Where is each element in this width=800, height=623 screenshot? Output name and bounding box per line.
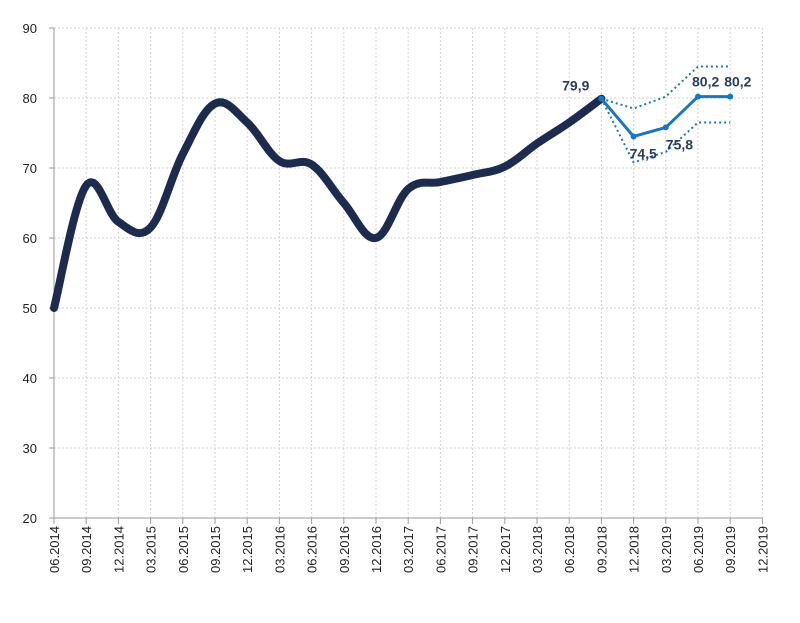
data-label: 74,5 — [630, 146, 657, 162]
forecast-point — [727, 93, 734, 100]
x-tick-label: 03.2017 — [401, 526, 416, 573]
x-tick-label: 12.2019 — [755, 526, 770, 573]
x-tick-label: 12.2017 — [498, 526, 513, 573]
x-tick-label: 12.2015 — [240, 526, 255, 573]
x-tick-label: 09.2017 — [466, 526, 481, 573]
y-tick-label: 80 — [23, 91, 37, 106]
data-labels: 79,9 74,5 75,8 80,2 80,2 — [562, 74, 752, 162]
y-tick-label: 50 — [23, 301, 37, 316]
y-tick-label: 90 — [23, 21, 37, 36]
y-axis-ticks: 20 30 40 50 60 70 80 90 — [23, 21, 37, 526]
forecast-point — [630, 133, 637, 140]
forecast-point — [695, 93, 701, 100]
x-tick-label: 12.2018 — [627, 526, 642, 573]
y-tick-label: 70 — [23, 161, 37, 176]
x-tick-label: 06.2017 — [433, 526, 448, 573]
y-tick-label: 60 — [23, 231, 37, 246]
x-tick-label: 09.2015 — [208, 526, 223, 573]
data-label: 75,8 — [666, 136, 693, 152]
x-tick-label: 09.2018 — [594, 526, 609, 573]
axes — [49, 27, 763, 524]
series-history-line — [50, 94, 606, 312]
x-tick-label: 12.2016 — [369, 526, 384, 573]
x-tick-label: 12.2014 — [111, 526, 126, 573]
series-lines — [50, 65, 734, 312]
x-tick-label: 09.2014 — [79, 526, 94, 573]
data-label: 80,2 — [724, 74, 751, 90]
gridlines — [54, 27, 763, 518]
x-tick-label: 09.2019 — [723, 526, 738, 573]
forecast-point — [662, 124, 669, 131]
x-tick-label: 09.2016 — [337, 526, 352, 573]
x-tick-label: 03.2019 — [659, 526, 674, 573]
series-forecast-lower-band — [600, 98, 731, 164]
x-tick-label: 06.2016 — [305, 526, 320, 573]
x-tick-label: 03.2018 — [530, 526, 545, 573]
x-axis-ticks: 06.2014 09.2014 12.2014 03.2015 06.2015 09.20… — [47, 526, 770, 573]
x-tick-label: 06.2014 — [47, 526, 62, 573]
y-tick-label: 20 — [23, 511, 37, 526]
x-tick-label: 03.2015 — [144, 526, 159, 573]
data-label: 79,9 — [562, 78, 589, 94]
data-label: 80,2 — [692, 74, 719, 90]
x-tick-label: 03.2016 — [272, 526, 287, 573]
y-tick-label: 40 — [23, 371, 37, 386]
x-tick-label: 06.2018 — [562, 526, 577, 573]
x-tick-label: 06.2019 — [691, 526, 706, 573]
x-tick-label: 06.2015 — [176, 526, 191, 573]
y-tick-label: 30 — [23, 441, 37, 456]
